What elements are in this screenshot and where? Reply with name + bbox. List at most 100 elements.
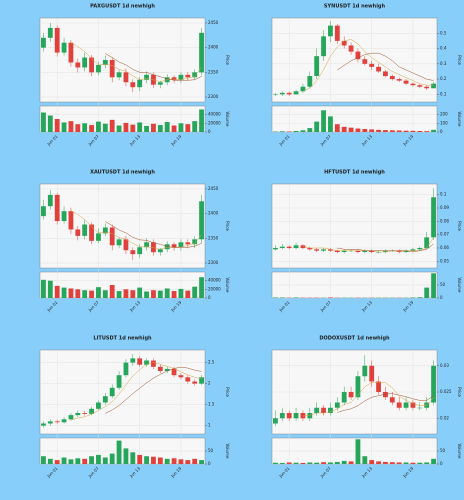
- volume-bar: [144, 456, 149, 464]
- volume-bar: [164, 122, 170, 132]
- volume-bar: [321, 110, 326, 132]
- volume-bar: [61, 457, 67, 464]
- volume-bar: [178, 123, 184, 132]
- volume-bar: [293, 130, 299, 132]
- volume-bar: [286, 462, 292, 464]
- x-tick-label: Jun 07: [87, 300, 100, 313]
- volume-bar: [376, 129, 381, 132]
- candle-body: [123, 239, 129, 251]
- x-tick-label: Jun 13: [360, 134, 373, 147]
- volume-bar: [102, 457, 108, 464]
- volume-bar: [389, 130, 395, 132]
- y-tick-label: 2450: [208, 186, 219, 191]
- volume-tick-label: 50: [440, 282, 446, 287]
- volume-bar: [431, 273, 436, 298]
- volume-bar: [362, 128, 368, 132]
- y-tick-label: 0.1: [440, 91, 447, 96]
- candle-body: [130, 358, 136, 363]
- chart-panel: SYNUSDT 1d newhigh 0.1 0.2 0.3 0.4 0.5 0 100 200…: [271, 4, 462, 147]
- volume-bar: [54, 119, 60, 132]
- candle-body: [355, 376, 361, 398]
- volume-tick-label: 20000: [208, 120, 221, 125]
- candle-body: [279, 92, 285, 95]
- y-tick-label: 0.08: [440, 218, 449, 223]
- candle-body: [362, 365, 368, 377]
- volume-bar: [123, 122, 129, 132]
- candle-body: [300, 245, 306, 248]
- volume-axis-label: Volume: [457, 278, 462, 293]
- volume-bar: [96, 287, 101, 298]
- candle-body: [75, 229, 81, 236]
- candle-body: [116, 72, 122, 78]
- volume-tick-label: 100: [440, 120, 448, 125]
- candle-body: [137, 247, 143, 255]
- candle-body: [334, 25, 340, 41]
- volume-tick-label: 20000: [208, 286, 221, 291]
- candle-body: [355, 51, 361, 60]
- candle-body: [348, 45, 354, 52]
- candle-body: [273, 94, 278, 95]
- chart-title: LITUSDT 1d newhigh: [93, 336, 152, 342]
- candle-body: [431, 83, 436, 89]
- volume-bar: [54, 460, 60, 464]
- volume-bar: [82, 290, 88, 298]
- price-plot-area: [39, 183, 206, 269]
- candle-body: [41, 37, 46, 48]
- candle-body: [116, 239, 122, 246]
- volume-bar: [47, 115, 53, 132]
- volume-tick-label: 0: [208, 129, 211, 134]
- y-tick-label: 2350: [208, 235, 219, 240]
- candle-body: [171, 77, 177, 80]
- volume-bar: [199, 460, 204, 464]
- candle-body: [68, 211, 74, 230]
- volume-bar: [383, 461, 388, 464]
- chart-title: XAUTUSDT 1d newhigh: [90, 170, 155, 176]
- volume-bar: [286, 131, 292, 132]
- candle-body: [396, 250, 402, 252]
- volume-bar: [417, 462, 423, 464]
- candle-body: [314, 407, 320, 413]
- volume-bar: [164, 288, 170, 298]
- candle-body: [109, 387, 115, 397]
- candle-body: [164, 244, 170, 250]
- candle-body: [116, 375, 122, 388]
- volume-bar: [68, 121, 74, 132]
- volume-plot-area: [271, 105, 438, 133]
- candle-body: [178, 74, 184, 80]
- candle-body: [185, 242, 191, 245]
- candle-body: [54, 27, 60, 53]
- volume-tick-label: 50: [440, 448, 446, 453]
- candle-body: [341, 392, 347, 403]
- candle-body: [137, 358, 143, 365]
- volume-bar: [328, 297, 333, 298]
- moving-average-line: [337, 243, 434, 253]
- candle-body: [279, 246, 285, 248]
- y-tick-label: 0.05: [440, 258, 449, 263]
- volume-bar: [178, 288, 184, 298]
- candle-body: [192, 381, 198, 384]
- volume-bar: [61, 287, 67, 298]
- volume-tick-label: 0: [440, 461, 443, 466]
- volume-bar: [348, 461, 354, 464]
- volume-bar: [96, 121, 101, 132]
- volume-bar: [109, 285, 115, 298]
- volume-bar: [130, 124, 136, 132]
- volume-bar: [410, 130, 416, 132]
- volume-bar: [403, 130, 409, 132]
- candle-body: [431, 365, 436, 403]
- candle-body: [199, 377, 204, 384]
- price-plot-area: [271, 183, 438, 269]
- y-tick-label: 0.1: [440, 192, 447, 197]
- volume-bar: [417, 297, 423, 298]
- x-tick-label: Jun 13: [360, 300, 373, 313]
- volume-bar: [192, 458, 198, 464]
- volume-bar: [171, 458, 177, 464]
- volume-bar: [389, 462, 395, 464]
- candle-body: [362, 250, 368, 252]
- candle-body: [376, 66, 381, 72]
- x-tick-label: Jun 01: [277, 300, 290, 313]
- volume-axis-label: Volume: [457, 444, 462, 459]
- x-tick-label: Jun 13: [128, 466, 141, 479]
- candle-body: [130, 82, 136, 88]
